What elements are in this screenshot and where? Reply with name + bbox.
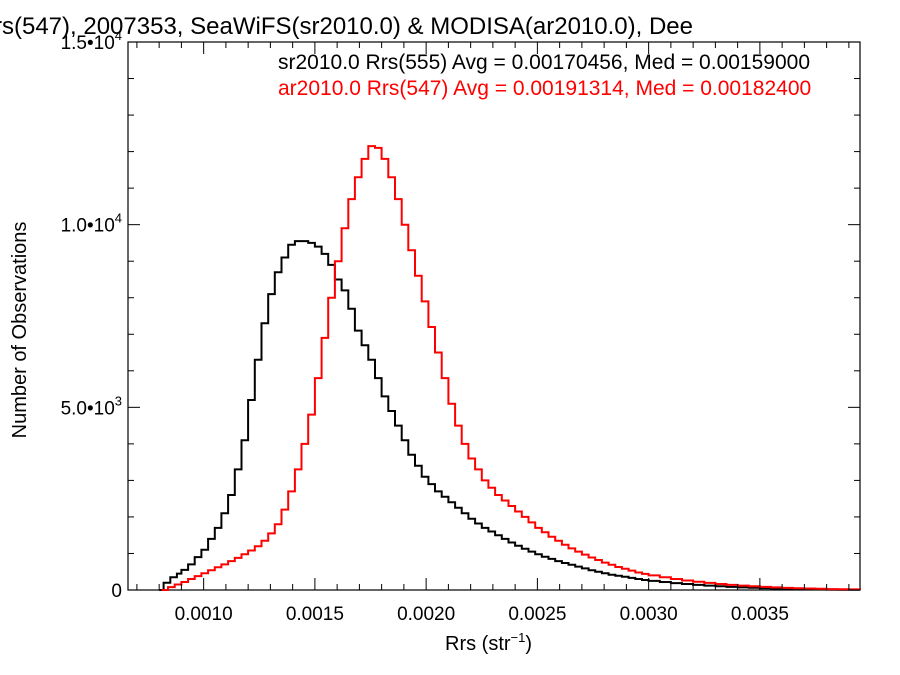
y-tick-label-1: 5.0•103 xyxy=(61,393,122,419)
legend-entry-black-series: sr2010.0 Rrs(555) Avg = 0.00170456, Med … xyxy=(278,51,810,74)
x-axis-label-superscript: −1 xyxy=(511,630,526,645)
plot-frame xyxy=(127,41,861,591)
x-tick-label-5: 0.0035 xyxy=(731,604,789,625)
ticks-layer: 0.0010 0.0015 0.0020 0.0025 0.0030 0.0035 0 5.0… xyxy=(61,28,860,625)
x-tick-label-3: 0.0025 xyxy=(508,604,566,625)
x-tick-label-2: 0.0020 xyxy=(397,604,455,625)
y-axis-label: Number of Observations xyxy=(9,222,31,439)
x-axis-label-text: Rrs (str xyxy=(445,633,511,655)
series-layer xyxy=(159,145,861,591)
y-tick-label-0: 0 xyxy=(111,581,122,602)
x-tick-label-4: 0.0030 xyxy=(620,604,678,625)
series-line-1 xyxy=(161,145,861,591)
chart-title: rs(547), 2007353, SeaWiFS(sr2010.0) & MO… xyxy=(0,13,693,40)
x-tick-label-1: 0.0015 xyxy=(286,604,344,625)
series-line-0 xyxy=(159,240,861,591)
x-axis-label: Rrs (str−1) xyxy=(445,630,532,655)
y-tick-label-3: 1.5•104 xyxy=(61,28,122,54)
x-axis-label-close: ) xyxy=(525,633,532,655)
plot-area: 0.0010 0.0015 0.0020 0.0025 0.0030 0.0035 0 5.0… xyxy=(61,28,861,625)
y-tick-label-2: 1.0•104 xyxy=(61,211,122,237)
legend-entry-red-series: ar2010.0 Rrs(547) Avg = 0.00191314, Med … xyxy=(278,77,811,100)
x-tick-label-0: 0.0010 xyxy=(175,604,233,625)
